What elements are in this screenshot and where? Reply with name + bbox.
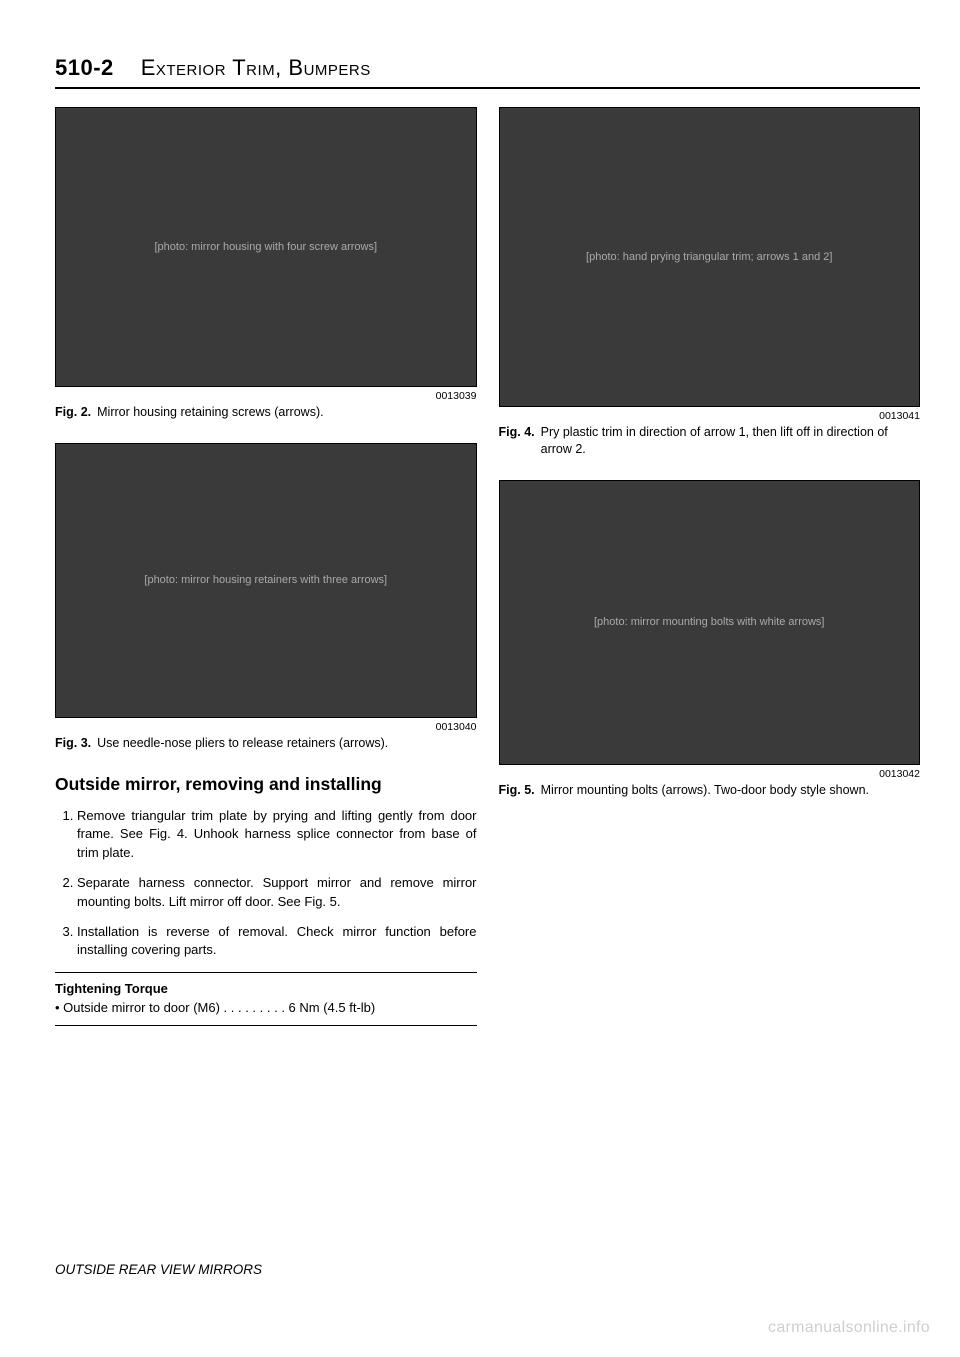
figure-3-id: 0013040 [55, 721, 477, 733]
step-3: Installation is reverse of removal. Chec… [77, 923, 477, 960]
torque-title: Tightening Torque [55, 981, 477, 996]
figure-5-photo: [photo: mirror mounting bolts with white… [499, 480, 921, 765]
section-title: Exterior Trim, Bumpers [141, 55, 371, 80]
right-column: [photo: hand prying triangular trim; arr… [499, 107, 921, 1026]
figure-2-caption-text: Mirror housing retaining screws (arrows)… [97, 404, 476, 421]
figure-3-label: Fig. 3. [55, 735, 91, 752]
figure-4-placeholder: [photo: hand prying triangular trim; arr… [500, 108, 920, 406]
figure-4-block: [photo: hand prying triangular trim; arr… [499, 107, 921, 458]
figure-2-label: Fig. 2. [55, 404, 91, 421]
figure-5-block: [photo: mirror mounting bolts with white… [499, 480, 921, 799]
figure-2-id: 0013039 [55, 390, 477, 402]
torque-line: • Outside mirror to door (M6) . . . . . … [55, 1000, 477, 1015]
figure-4-caption: Fig. 4. Pry plastic trim in direction of… [499, 424, 921, 458]
figure-2-caption: Fig. 2. Mirror housing retaining screws … [55, 404, 477, 421]
figure-4-label: Fig. 4. [499, 424, 535, 441]
watermark: carmanualsonline.info [768, 1319, 930, 1337]
figure-5-id: 0013042 [499, 768, 921, 780]
figure-5-caption: Fig. 5. Mirror mounting bolts (arrows). … [499, 782, 921, 799]
left-column: [photo: mirror housing with four screw a… [55, 107, 477, 1026]
step-1: Remove triangular trim plate by prying a… [77, 807, 477, 862]
content-columns: [photo: mirror housing with four screw a… [55, 107, 920, 1026]
procedure-title: Outside mirror, removing and installing [55, 774, 477, 795]
figure-3-caption-text: Use needle-nose pliers to release retain… [97, 735, 476, 752]
figure-2-photo: [photo: mirror housing with four screw a… [55, 107, 477, 387]
page-number: 510-2 [55, 55, 114, 80]
figure-3-photo: [photo: mirror housing retainers with th… [55, 443, 477, 718]
figure-5-caption-text: Mirror mounting bolts (arrows). Two-door… [541, 782, 920, 799]
step-2: Separate harness connector. Support mirr… [77, 874, 477, 911]
figure-4-caption-text: Pry plastic trim in direction of arrow 1… [541, 424, 920, 458]
page-header: 510-2 Exterior Trim, Bumpers [55, 55, 920, 89]
figure-3-caption: Fig. 3. Use needle-nose pliers to releas… [55, 735, 477, 752]
figure-4-id: 0013041 [499, 410, 921, 422]
figure-3-placeholder: [photo: mirror housing retainers with th… [56, 444, 476, 717]
figure-3-block: [photo: mirror housing retainers with th… [55, 443, 477, 752]
figure-4-photo: [photo: hand prying triangular trim; arr… [499, 107, 921, 407]
figure-5-placeholder: [photo: mirror mounting bolts with white… [500, 481, 920, 764]
procedure-steps: Remove triangular trim plate by prying a… [55, 807, 477, 960]
torque-box: Tightening Torque • Outside mirror to do… [55, 972, 477, 1026]
page-footer: OUTSIDE REAR VIEW MIRRORS [55, 1262, 262, 1277]
figure-5-label: Fig. 5. [499, 782, 535, 799]
manual-page: 510-2 Exterior Trim, Bumpers [photo: mir… [0, 0, 960, 1357]
figure-2-block: [photo: mirror housing with four screw a… [55, 107, 477, 421]
figure-2-placeholder: [photo: mirror housing with four screw a… [56, 108, 476, 386]
